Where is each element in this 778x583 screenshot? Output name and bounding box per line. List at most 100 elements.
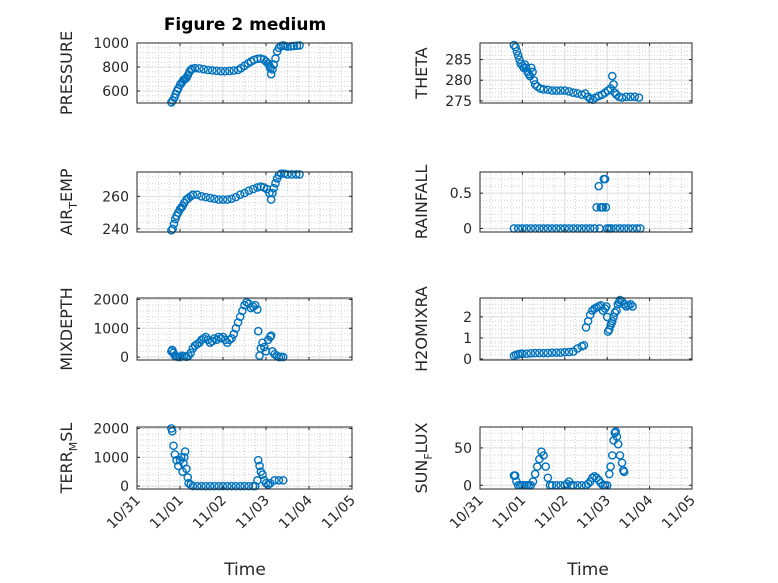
data-point — [626, 92, 635, 102]
data-point — [543, 348, 553, 358]
data-point — [253, 305, 262, 314]
data-point — [244, 186, 254, 195]
data-point — [560, 86, 570, 95]
data-point — [585, 310, 595, 320]
y-tick-label: 1000 — [93, 450, 129, 466]
axes-box — [479, 42, 693, 104]
data-point — [210, 334, 219, 343]
y-tick-label: 2000 — [93, 421, 129, 437]
data-point — [205, 481, 215, 491]
y-axis-label: TERRMSL — [57, 423, 80, 495]
data-point — [169, 441, 178, 451]
data-point — [235, 481, 245, 491]
data-point — [528, 67, 537, 77]
data-point — [556, 348, 565, 357]
data-point — [266, 69, 276, 79]
data-point — [227, 334, 236, 343]
y-tick-label: 1 — [463, 331, 472, 347]
data-point — [283, 170, 292, 179]
data-point — [175, 352, 185, 362]
data-point — [530, 80, 540, 89]
subplot-6: 0 1 2 H2OMIXRA — [412, 286, 693, 372]
data-point — [512, 46, 522, 56]
data-point — [526, 348, 536, 358]
data-point — [240, 481, 249, 491]
data-point — [216, 66, 226, 76]
data-point — [610, 308, 620, 318]
data-point — [274, 476, 284, 485]
data-point — [261, 347, 271, 356]
data-point — [527, 63, 536, 73]
data-point — [199, 64, 208, 74]
data-point — [268, 65, 277, 74]
data-point — [601, 202, 611, 212]
data-point — [188, 481, 198, 491]
data-point — [218, 195, 228, 204]
data-point — [606, 462, 615, 471]
data-point — [626, 300, 635, 309]
data-point — [259, 342, 269, 352]
subplot-4: 0 0.5 RAINFALL — [412, 165, 693, 240]
data-point — [222, 195, 232, 204]
y-tick-label: 2000 — [93, 292, 129, 308]
data-point — [547, 348, 557, 357]
figure-title: Figure 2 medium — [164, 15, 326, 35]
y-tick-label: 0 — [463, 352, 472, 368]
data-point — [240, 188, 249, 198]
data-point — [235, 190, 245, 200]
data-point — [258, 470, 267, 479]
data-point — [295, 170, 304, 179]
y-tick-label: 0 — [120, 479, 129, 495]
data-point — [541, 462, 551, 471]
data-point — [530, 348, 540, 358]
data-point — [539, 85, 548, 94]
data-point — [214, 481, 223, 491]
data-point — [231, 323, 241, 333]
y-tick-label: 260 — [102, 189, 129, 205]
data-point — [528, 477, 538, 486]
data-point — [210, 194, 219, 204]
data-point — [607, 71, 617, 81]
data-point — [268, 188, 277, 198]
subplot-5: 0 1000 2000 MIXDEPTH — [57, 287, 353, 371]
data-point — [229, 329, 239, 339]
data-point — [568, 88, 578, 97]
x-axis-label-left: Time — [223, 560, 266, 580]
axes-box — [136, 297, 353, 361]
data-point — [611, 427, 620, 436]
data-point — [617, 93, 627, 102]
data-point — [266, 331, 276, 340]
data-point — [547, 86, 557, 95]
axes-box — [479, 171, 693, 233]
data-point — [192, 481, 202, 491]
axes-box — [136, 171, 353, 233]
y-axis-label: RAINFALL — [412, 165, 431, 240]
subplot-2: 275 280 285 THETA — [412, 40, 693, 110]
data-point — [229, 66, 239, 75]
data-point — [513, 51, 523, 60]
data-point — [192, 190, 202, 200]
y-tick-label: 1000 — [93, 36, 129, 52]
data-point — [197, 192, 206, 201]
y-tick-label: 0 — [463, 221, 472, 237]
data-point — [628, 302, 637, 311]
data-point — [612, 306, 621, 315]
data-point — [205, 193, 215, 203]
data-point — [192, 339, 202, 349]
data-point — [195, 64, 204, 73]
data-point — [535, 348, 544, 358]
data-point — [607, 316, 617, 326]
data-point — [214, 195, 223, 204]
data-point — [278, 476, 288, 485]
y-tick-label: 800 — [102, 60, 129, 76]
data-point — [556, 86, 565, 95]
data-point — [186, 348, 196, 358]
y-tick-label: 0 — [120, 350, 129, 366]
data-point — [231, 481, 241, 491]
data-point — [176, 452, 186, 462]
data-point — [602, 312, 612, 322]
y-tick-label: 0 — [463, 478, 472, 494]
data-point — [207, 66, 217, 75]
y-axis-label: H2OMIXRA — [412, 286, 431, 372]
data-point — [615, 451, 625, 460]
